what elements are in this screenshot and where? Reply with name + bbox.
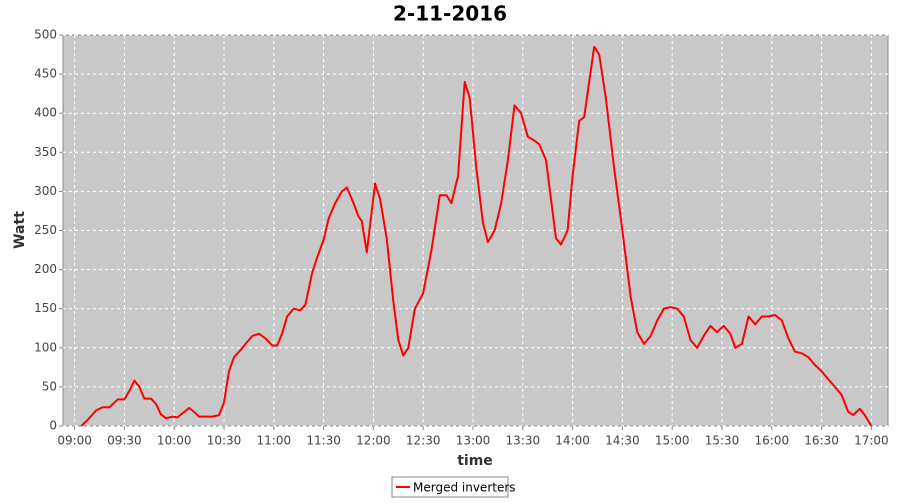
legend-label: Merged inverters (413, 481, 516, 495)
x-tick-label: 16:00 (755, 434, 790, 448)
x-tick-label: 14:30 (605, 434, 640, 448)
x-tick-label: 12:00 (356, 434, 391, 448)
y-tick-label: 250 (34, 223, 57, 237)
x-tick-label: 13:30 (506, 434, 541, 448)
legend (391, 476, 509, 498)
x-tick-label: 09:30 (107, 434, 142, 448)
x-tick-label: 10:30 (207, 434, 242, 448)
y-tick-label: 0 (49, 419, 57, 433)
y-tick-label: 400 (34, 106, 57, 120)
x-tick-label: 11:00 (257, 434, 292, 448)
x-tick-label: 10:00 (157, 434, 192, 448)
x-tick-label: 13:00 (456, 434, 491, 448)
y-tick-label: 200 (34, 262, 57, 276)
y-tick-label: 50 (42, 379, 57, 393)
x-tick-label: 11:30 (306, 434, 341, 448)
x-tick-label: 16:30 (804, 434, 839, 448)
y-axis-label: Watt (12, 211, 28, 249)
x-tick-label: 12:30 (406, 434, 441, 448)
y-tick-label: 450 (34, 67, 57, 81)
y-tick-label: 500 (34, 28, 57, 42)
y-tick-label: 150 (34, 301, 57, 315)
y-tick-label: 300 (34, 184, 57, 198)
x-axis-label: time (457, 453, 493, 469)
x-tick-label: 14:00 (555, 434, 590, 448)
x-tick-label: 15:00 (655, 434, 690, 448)
x-tick-label: 15:30 (705, 434, 740, 448)
x-tick-label: 09:00 (57, 434, 92, 448)
plot-area (62, 34, 889, 427)
chart-title: 2-11-2016 (393, 2, 507, 26)
x-tick-label: 17:00 (854, 434, 889, 448)
y-tick-label: 350 (34, 145, 57, 159)
data-line (80, 45, 873, 427)
y-tick-label: 100 (34, 340, 57, 354)
